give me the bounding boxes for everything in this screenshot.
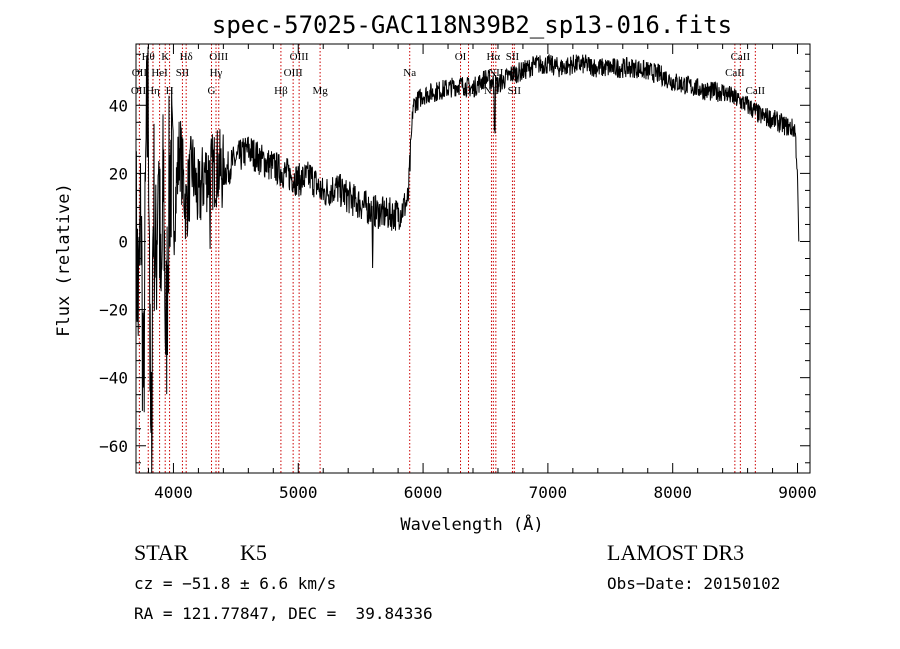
spectral-line-label: NII bbox=[484, 85, 500, 97]
spectral-line-label: OI bbox=[455, 51, 467, 63]
y-tick-label: −60 bbox=[99, 437, 128, 456]
spectrum-series-line bbox=[135, 46, 800, 474]
spectral-line-label: CaII bbox=[725, 67, 745, 79]
y-tick-label: −20 bbox=[99, 301, 128, 320]
spectral-line-label: OIII bbox=[290, 51, 309, 63]
y-tick-label: −40 bbox=[99, 369, 128, 388]
y-tick-label: 20 bbox=[109, 164, 128, 183]
y-tick-label: 0 bbox=[118, 232, 128, 251]
spectral-line-label: Na bbox=[403, 67, 416, 79]
spectral-line-label: OIII bbox=[209, 51, 228, 63]
x-tick-label: 9000 bbox=[778, 483, 817, 502]
spectral-line-label: H bbox=[166, 85, 174, 97]
redshift-velocity: cz = −51.8 ± 6.6 km/s bbox=[134, 574, 337, 593]
spectral-line-label: OII bbox=[131, 85, 147, 97]
spectral-line-label: SII bbox=[506, 51, 520, 63]
spectral-line-label: K bbox=[161, 51, 169, 63]
x-tick-label: 5000 bbox=[279, 483, 318, 502]
x-tick-label: 4000 bbox=[154, 483, 193, 502]
spectral-line-label: OI bbox=[463, 85, 475, 97]
sky-coordinates: RA = 121.77847, DEC = 39.84336 bbox=[134, 604, 433, 623]
spectral-line-label: Hα bbox=[486, 51, 500, 63]
spectral-line-label: NII bbox=[488, 67, 504, 79]
spectral-line-label: Hδ bbox=[180, 51, 193, 63]
spectral-line-label: CaII bbox=[746, 85, 766, 97]
x-tick-label: 6000 bbox=[404, 483, 443, 502]
spectral-line-label: G bbox=[208, 85, 216, 97]
spectral-line-label: Hθ bbox=[142, 51, 155, 63]
chart-title: spec-57025-GAC118N39B2_sp13-016.fits bbox=[212, 11, 732, 39]
y-tick-label: 40 bbox=[109, 96, 128, 115]
spectral-line-label: OIII bbox=[284, 67, 303, 79]
spectral-line-label: SII bbox=[176, 67, 190, 79]
x-tick-label: 7000 bbox=[529, 483, 568, 502]
x-axis-label: Wavelength (Å) bbox=[400, 513, 543, 535]
spectral-line-label: SII bbox=[508, 85, 522, 97]
object-class: STAR bbox=[134, 540, 189, 565]
plot-frame bbox=[135, 43, 811, 474]
spectral-line-label: Mg bbox=[312, 85, 328, 97]
spectral-line-label: HeI bbox=[151, 67, 168, 79]
observation-date: Obs−Date: 20150102 bbox=[607, 574, 781, 593]
plot-area: 4000 5000 6000 7000 8000 9000 −60 −40 −20 0 20 40 Hθ… bbox=[99, 43, 817, 502]
x-tick-label: 8000 bbox=[653, 483, 692, 502]
y-axis-label: Flux (relative) bbox=[54, 183, 74, 337]
spectral-subclass: K5 bbox=[240, 540, 267, 565]
spectral-line-label: Hβ bbox=[274, 85, 288, 97]
spectral-line-label: OII bbox=[132, 67, 148, 79]
survey-name: LAMOST DR3 bbox=[607, 540, 745, 565]
spectral-line-label: CaII bbox=[731, 51, 751, 63]
spectral-line-label: Hγ bbox=[210, 67, 223, 79]
spectral-line-label: Hη bbox=[146, 85, 160, 97]
